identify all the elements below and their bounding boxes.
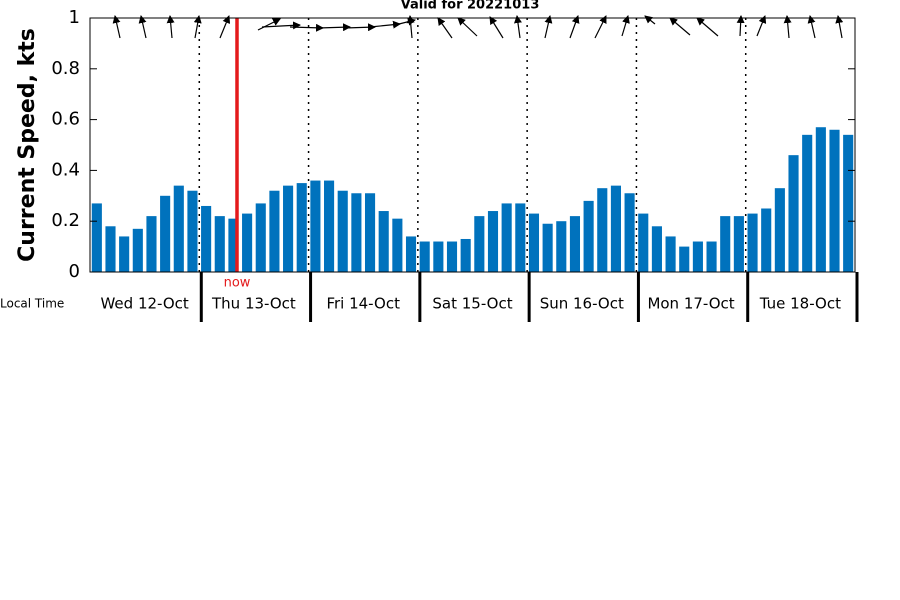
bar [214,216,225,272]
bar [610,185,621,272]
day-label: Tue 18-Oct [759,295,841,313]
bar [296,183,307,272]
y-tick-label: 0.6 [51,109,80,130]
bar [624,193,635,272]
bar [761,208,772,272]
bar [501,203,512,272]
day-label: Thu 13-Oct [211,295,296,313]
bar [310,180,321,272]
day-label: Wed 12-Oct [100,295,188,313]
x-axis-label: Local Time [0,297,64,311]
plot-frame [89,17,856,273]
y-tick-label: 0.4 [51,159,80,180]
bar [337,190,348,272]
bar [173,185,184,272]
bar [446,241,458,272]
bar [638,213,649,272]
bar [255,203,266,272]
bar [242,213,253,272]
bar [733,216,744,272]
bar [843,134,854,272]
bar [720,216,731,272]
bar [378,211,389,272]
bar [91,203,102,272]
bar [597,188,608,272]
day-label: Fri 14-Oct [326,295,400,313]
day-label: Sun 16-Oct [540,295,624,313]
y-tick-label: 0 [69,261,80,282]
bar [351,193,362,272]
bar [692,241,703,272]
bar [269,190,280,272]
bar [569,216,581,272]
bar [132,228,143,272]
now-label: now [224,276,251,291]
bar [324,180,335,272]
bar [419,241,430,272]
bar [651,226,662,272]
chart-title: Valid for 20221013 [401,0,540,13]
bar [405,236,417,272]
y-tick-label: 0.8 [51,58,80,79]
bar [747,213,758,272]
day-label: Sat 15-Oct [432,295,512,313]
bar [364,193,376,272]
bar [105,226,116,272]
bar [788,155,799,272]
bar [160,195,171,272]
bar [433,241,444,272]
bar [228,218,239,272]
y-tick-label: 0.2 [51,210,80,231]
bar [392,218,403,272]
day-label: Mon 17-Oct [647,295,734,313]
bar [515,203,526,272]
bar [665,236,676,272]
bar [528,213,540,272]
bar [460,238,471,272]
bar [474,216,485,272]
bar [774,188,785,272]
bar [487,211,499,272]
bar [829,129,840,272]
bar [119,236,130,272]
bar [706,241,717,272]
bar [815,127,826,272]
bar [679,246,690,272]
bar [187,190,198,272]
y-axis-label: Current Speed, kts [15,28,40,262]
y-tick-label: 1 [69,7,80,28]
bar [283,185,294,272]
bar [556,221,567,272]
bar [802,134,813,272]
direction-arrows [112,15,844,39]
bar [583,200,594,272]
bar [542,223,553,272]
bar [146,216,157,272]
bar [201,205,212,272]
